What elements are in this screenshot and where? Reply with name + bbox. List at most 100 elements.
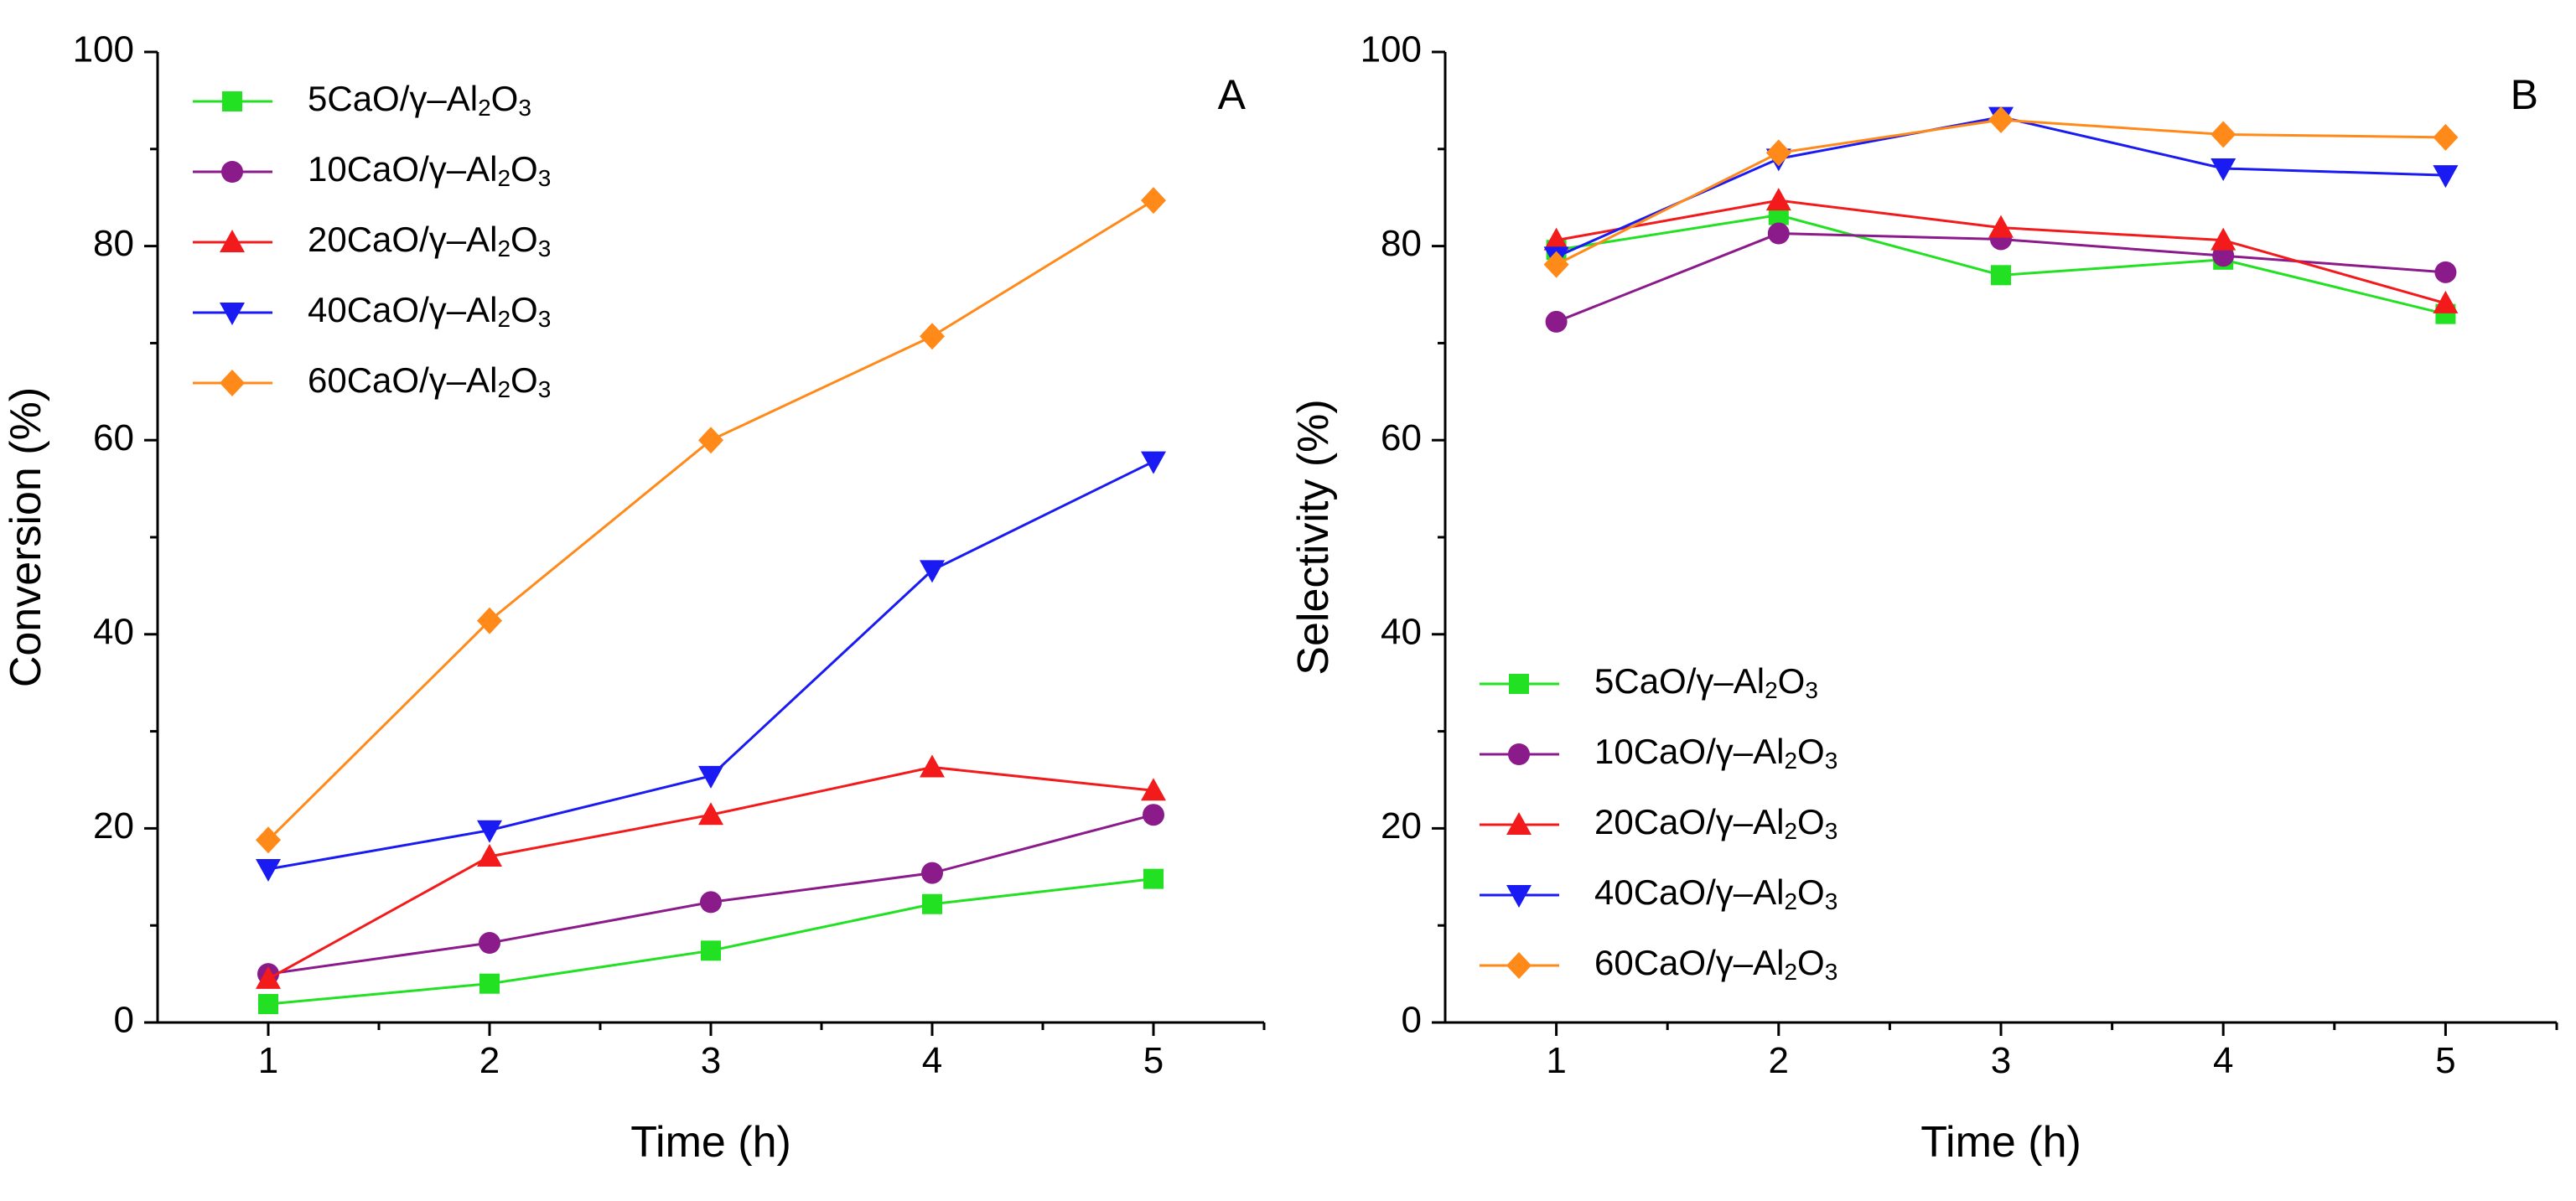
data-point-ca20 xyxy=(2433,290,2459,313)
data-point-ca20 xyxy=(2211,227,2237,251)
data-point-ca40 xyxy=(698,765,723,789)
data-point-ca60 xyxy=(477,607,502,634)
y-tick-label: 100 xyxy=(73,29,134,70)
data-point-ca40 xyxy=(2211,158,2237,181)
data-point-ca60 xyxy=(1141,187,1166,215)
data-point-ca10 xyxy=(479,932,500,955)
data-point-ca5 xyxy=(258,993,278,1014)
y-axis-title: Conversion (%) xyxy=(2,387,50,687)
data-point-ca60 xyxy=(1765,139,1791,167)
legend-label-ca20: 20CaO/γ–Al2O3 xyxy=(1594,802,1837,844)
data-point-ca10 xyxy=(1545,310,1568,333)
series-ca20 xyxy=(1543,188,2459,313)
x-tick-label: 1 xyxy=(1546,1040,1566,1081)
series-ca5 xyxy=(258,868,1164,1014)
y-tick-label: 0 xyxy=(114,1000,134,1041)
series-ca60 xyxy=(1543,106,2459,278)
data-point-ca5 xyxy=(479,973,500,994)
legend-marker-ca5 xyxy=(1509,674,1529,694)
data-point-ca20 xyxy=(477,843,502,867)
y-tick-label: 80 xyxy=(1381,223,1422,264)
series-ca40 xyxy=(256,451,1166,883)
data-point-ca20 xyxy=(698,802,723,826)
x-tick-label: 5 xyxy=(1143,1040,1164,1081)
x-tick-label: 5 xyxy=(2435,1040,2455,1081)
legend-label-ca5: 5CaO/γ–Al2O3 xyxy=(1594,661,1818,703)
y-tick-label: 20 xyxy=(93,805,134,846)
data-point-ca60 xyxy=(920,323,945,350)
panel-letter: B xyxy=(2511,71,2538,118)
x-axis-title: Time (h) xyxy=(630,1118,791,1167)
data-point-ca40 xyxy=(920,560,945,583)
axes-frame xyxy=(156,52,1264,1024)
series-ca20 xyxy=(256,754,1166,989)
series-ca60 xyxy=(256,187,1166,854)
legend-label-ca10: 10CaO/γ–Al2O3 xyxy=(308,149,551,191)
legend-marker-ca40 xyxy=(220,303,245,325)
legend-marker-ca60 xyxy=(220,370,245,396)
panel-selectivity: 0 20 40 60 80 100 1 2 3 4 5 Time (h) Selectivity (%)… xyxy=(1289,29,2558,1167)
y-tick-label: 40 xyxy=(1381,611,1422,652)
data-point-ca20 xyxy=(1141,778,1166,801)
legend-marker-ca20 xyxy=(220,230,245,252)
y-tick-label: 40 xyxy=(93,611,134,652)
panel-conversion: 0 20 40 60 80 100 1 2 3 4 5 Time (h) Conversion (%) A… xyxy=(2,29,1266,1167)
y-tick-label: 80 xyxy=(93,223,134,264)
legend-label-ca40: 40CaO/γ–Al2O3 xyxy=(1594,872,1837,914)
data-point-ca40 xyxy=(2433,165,2459,189)
data-point-ca5 xyxy=(701,940,721,961)
data-point-ca60 xyxy=(2211,121,2237,148)
data-point-ca10 xyxy=(2434,261,2457,283)
legend-label-ca5: 5CaO/γ–Al2O3 xyxy=(308,79,531,121)
legend-label-ca60: 60CaO/γ–Al2O3 xyxy=(1594,943,1837,985)
y-tick-label: 0 xyxy=(1402,1000,1422,1041)
data-point-ca40 xyxy=(477,820,502,843)
legend-marker-ca10 xyxy=(1508,743,1530,765)
panel-letter: A xyxy=(1218,71,1247,118)
legend-marker-ca20 xyxy=(1506,812,1532,835)
x-axis-title: Time (h) xyxy=(1920,1118,2081,1167)
data-point-ca20 xyxy=(256,965,281,989)
data-point-ca40 xyxy=(256,859,281,883)
data-point-ca20 xyxy=(1543,227,1569,251)
data-point-ca5 xyxy=(922,893,942,914)
y-tick-label: 60 xyxy=(1381,417,1422,458)
legend-marker-ca40 xyxy=(1506,885,1532,908)
legend-marker-ca60 xyxy=(1506,952,1532,979)
y-tick-label: 20 xyxy=(1381,805,1422,846)
data-point-ca20 xyxy=(1988,215,2014,238)
data-point-ca10 xyxy=(2212,245,2235,267)
legend-label-ca60: 60CaO/γ–Al2O3 xyxy=(308,360,551,402)
data-point-ca60 xyxy=(698,427,723,454)
data-point-ca5 xyxy=(1991,265,2011,286)
x-tick-label: 3 xyxy=(1991,1040,2011,1081)
x-tick-label: 2 xyxy=(1769,1040,1789,1081)
y-tick-label: 60 xyxy=(93,417,134,458)
data-point-ca40 xyxy=(1141,451,1166,474)
y-tick-label: 100 xyxy=(1361,29,1422,70)
data-point-ca60 xyxy=(1988,106,2014,134)
data-point-ca10 xyxy=(921,862,943,884)
x-tick-label: 3 xyxy=(701,1040,721,1081)
legend-label-ca40: 40CaO/γ–Al2O3 xyxy=(308,290,551,332)
data-point-ca10 xyxy=(700,891,722,914)
data-point-ca60 xyxy=(1543,251,1569,278)
data-point-ca60 xyxy=(256,826,281,854)
legend-label-ca20: 20CaO/γ–Al2O3 xyxy=(308,220,551,261)
legend-marker-ca10 xyxy=(221,161,243,183)
legend: 5CaO/γ–Al2O3 10CaO/γ–Al2O3 20CaO/γ–Al2O3 40… xyxy=(1480,661,1837,985)
legend: 5CaO/γ–Al2O3 10CaO/γ–Al2O3 20CaO/γ–Al2O3 40… xyxy=(193,79,551,402)
legend-marker-ca5 xyxy=(222,91,242,111)
data-point-ca20 xyxy=(920,754,945,778)
legend-label-ca10: 10CaO/γ–Al2O3 xyxy=(1594,732,1837,774)
x-tick-label: 1 xyxy=(258,1040,278,1081)
x-tick-label: 2 xyxy=(479,1040,500,1081)
data-point-ca10 xyxy=(1143,804,1164,826)
data-point-ca5 xyxy=(1143,868,1164,889)
y-axis-title: Selectivity (%) xyxy=(1289,399,1338,675)
x-tick-label: 4 xyxy=(2213,1040,2233,1081)
data-point-ca10 xyxy=(1767,222,1790,245)
data-point-ca60 xyxy=(2433,123,2459,151)
data-point-ca20 xyxy=(1765,188,1791,211)
